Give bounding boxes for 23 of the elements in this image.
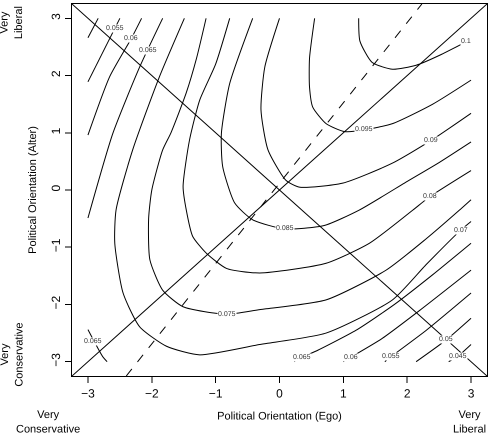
x-tick-label: 3	[468, 386, 475, 400]
x-tick-label: 1	[340, 386, 348, 400]
x-tick-label: −1	[208, 386, 223, 400]
y-tick-label: 2	[49, 70, 64, 78]
x-tick-label: −2	[144, 386, 159, 400]
text: Very Liberal	[453, 409, 486, 436]
x-axis-title: Political Orientation (Ego)	[217, 410, 342, 423]
y-axis-title: Political Orientation (Alter)	[26, 126, 39, 254]
text: Very Conservative	[16, 409, 80, 436]
x-tick-label: −3	[81, 386, 96, 400]
y-tick-label: 3	[49, 12, 64, 20]
y-tick-label: 0	[49, 184, 64, 192]
y-tick-label: −2	[49, 295, 64, 310]
x-tick-label: 2	[404, 386, 411, 400]
text: Very Conservative	[0, 322, 26, 387]
line-series	[292, 242, 472, 362]
line-series	[87, 18, 164, 219]
x-tick-label: 0	[276, 386, 284, 400]
line-series	[342, 270, 472, 362]
y-tick-label: −1	[49, 238, 64, 252]
y-tick-label: 1	[49, 127, 64, 134]
y-tick-label: −3	[49, 352, 64, 367]
text: Very Liberal	[0, 6, 25, 40]
